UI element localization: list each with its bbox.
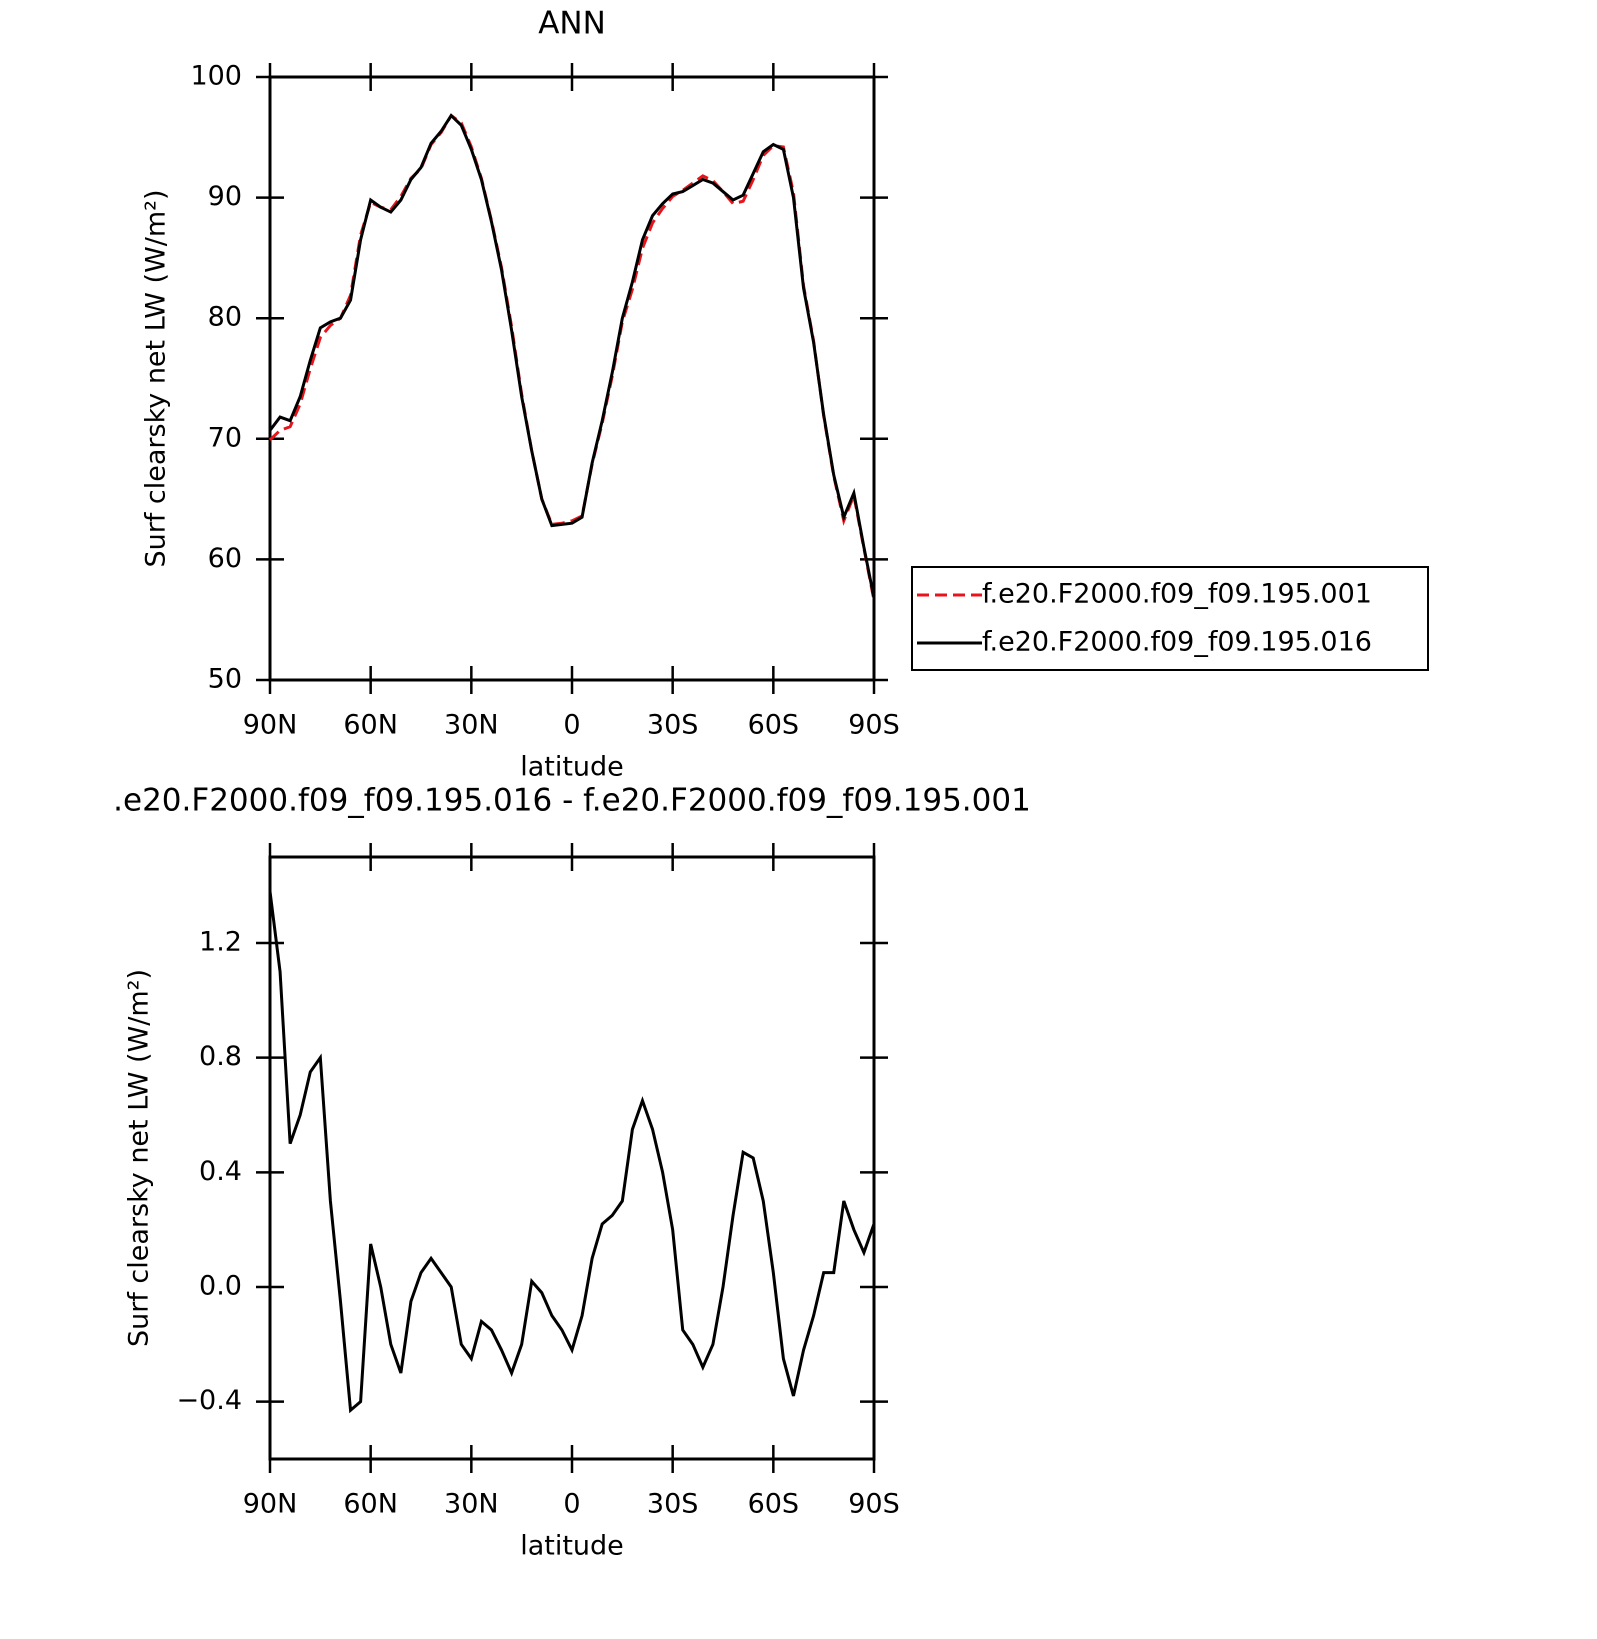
y-axis-label: Surf clearsky net LW (W/m²): [124, 969, 155, 1347]
x-tick-label: 90N: [243, 1489, 298, 1520]
y-tick-label: 0.8: [199, 1041, 242, 1072]
x-tick-label: 30S: [647, 710, 699, 741]
x-tick-label: 30N: [444, 1489, 499, 1520]
y-tick-label: 70: [208, 422, 242, 453]
y-tick-label: 100: [190, 61, 242, 92]
x-axis-label: latitude: [520, 752, 624, 783]
y-tick-label: 50: [208, 664, 242, 695]
x-tick-label: 90S: [848, 1489, 900, 1520]
x-tick-label: 60S: [748, 1489, 800, 1520]
y-tick-label: 60: [208, 543, 242, 574]
y-tick-label: −0.4: [176, 1385, 242, 1416]
x-tick-label: 30N: [444, 710, 499, 741]
plot-frame: [268, 855, 876, 1461]
x-axis-label: latitude: [520, 1531, 624, 1562]
legend-box: [911, 566, 1429, 671]
x-tick-label: 90S: [848, 710, 900, 741]
x-tick-label: 60N: [343, 1489, 398, 1520]
data-line: [268, 113, 876, 601]
chart-title: ANN: [538, 6, 606, 42]
y-tick-label: 90: [208, 181, 242, 212]
x-tick-label: 0: [563, 1489, 580, 1520]
y-tick-label: 0.0: [199, 1271, 242, 1302]
chart-title: .e20.F2000.f09_f09.195.016 - f.e20.F2000…: [113, 783, 1031, 819]
x-tick-label: 0: [563, 710, 580, 741]
data-line: [268, 891, 876, 1414]
x-tick-label: 30S: [647, 1489, 699, 1520]
legend-label: f.e20.F2000.f09_f09.195.016: [982, 627, 1372, 658]
legend-label: f.e20.F2000.f09_f09.195.001: [982, 579, 1372, 610]
x-tick-label: 60S: [748, 710, 800, 741]
y-tick-label: 80: [208, 302, 242, 333]
y-tick-label: 0.4: [199, 1156, 242, 1187]
y-axis-label: Surf clearsky net LW (W/m²): [141, 189, 172, 567]
x-tick-label: 90N: [243, 710, 298, 741]
data-line: [268, 113, 876, 599]
y-tick-label: 1.2: [199, 927, 242, 958]
plot-frame: [268, 75, 876, 682]
x-tick-label: 60N: [343, 710, 398, 741]
